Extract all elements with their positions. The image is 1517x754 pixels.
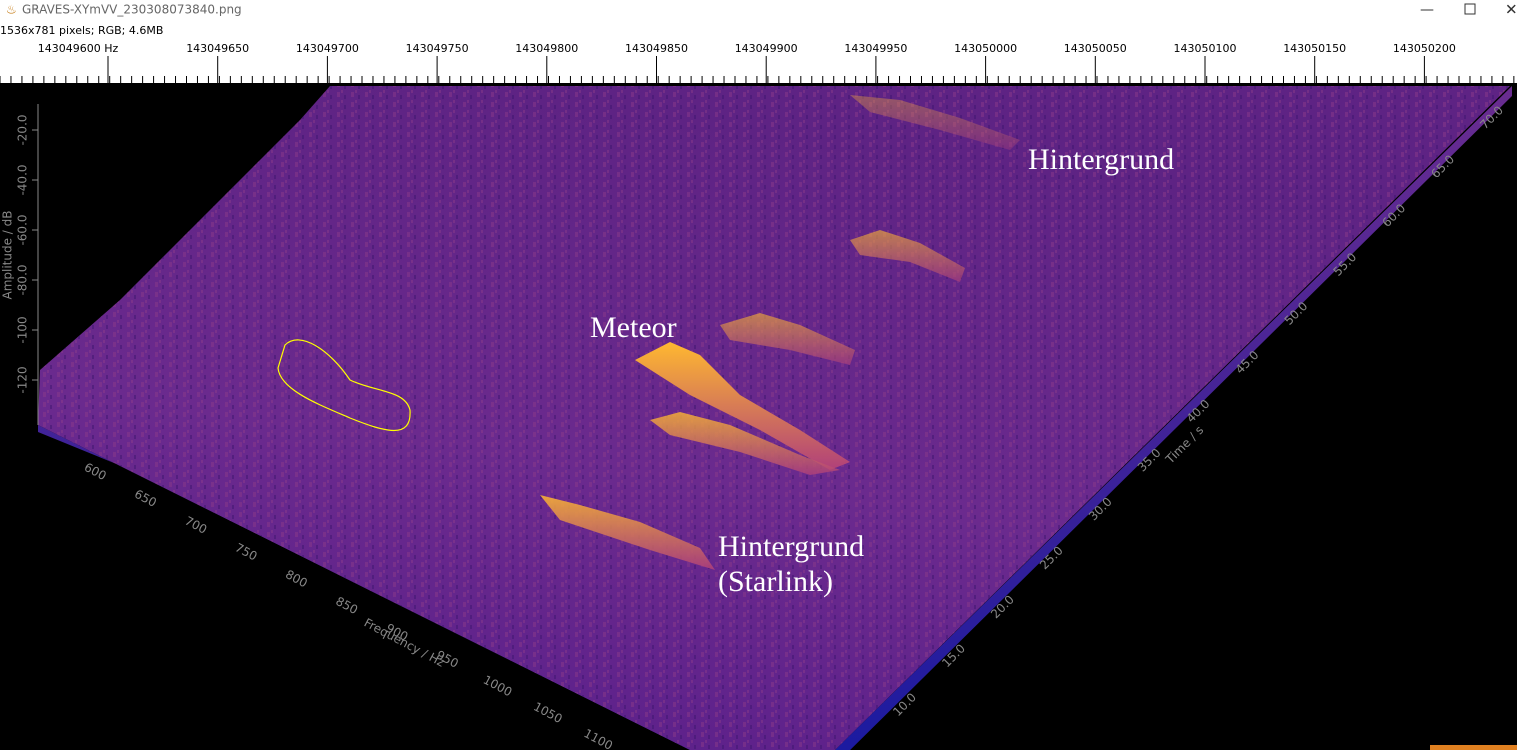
signal-trace: [850, 230, 965, 282]
image-info: 1536x781 pixels; RGB; 4.6MB: [0, 24, 163, 37]
amplitude-tick-label: -100: [16, 316, 30, 343]
ruler-label: 143049700: [296, 42, 359, 55]
meteor-trace: [635, 342, 850, 470]
ruler-label: 143049850: [625, 42, 688, 55]
minimize-button[interactable]: —: [1420, 2, 1434, 18]
signal-trace: [720, 313, 855, 365]
annotation: Meteor: [590, 311, 677, 344]
signal-trace: [650, 412, 840, 475]
maximize-button[interactable]: [1464, 3, 1476, 15]
ruler-label: 143050150: [1283, 42, 1346, 55]
ruler-label: 143050100: [1174, 42, 1237, 55]
ruler-label: 143049950: [844, 42, 907, 55]
amplitude-tick-label: -60.0: [16, 214, 30, 245]
amplitude-tick-label: -40.0: [16, 164, 30, 195]
ruler-label: 143049800: [515, 42, 578, 55]
starlink-trace: [540, 495, 715, 570]
annotation: Hintergrund: [718, 530, 864, 563]
amplitude-tick-label: -80.0: [16, 264, 30, 295]
close-button[interactable]: ✕: [1505, 1, 1517, 19]
ruler-label: 143049750: [406, 42, 469, 55]
ruler-label: 143050000: [954, 42, 1017, 55]
amplitude-tick-label: -20.0: [16, 114, 30, 145]
ruler-label: 143049600 Hz: [38, 42, 119, 55]
annotation: Hintergrund: [1028, 143, 1174, 176]
annotation: (Starlink): [718, 565, 833, 598]
region-of-interest[interactable]: [277, 339, 411, 432]
lut-bar: [1430, 745, 1517, 750]
ruler-label: 143049650: [186, 42, 249, 55]
amplitude-axis-label: Amplitude / dB: [1, 210, 15, 299]
signal-trace: [850, 95, 1020, 150]
amplitude-tick-label: -120: [16, 366, 30, 393]
ruler-label: 143050200: [1393, 42, 1456, 55]
title-bar: [0, 0, 1517, 22]
window-title: GRAVES-XYmVV_230308073840.png: [22, 3, 242, 17]
app-icon: ♨: [6, 3, 17, 17]
ruler: [0, 40, 1517, 84]
ruler-label: 143049900: [735, 42, 798, 55]
ruler-label: 143050050: [1064, 42, 1127, 55]
